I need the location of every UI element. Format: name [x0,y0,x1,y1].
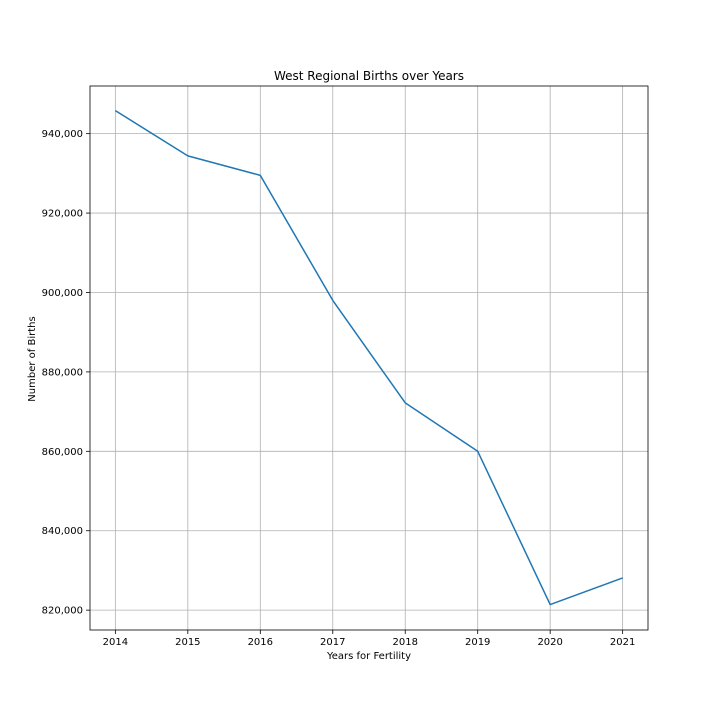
x-tick-label: 2015 [175,637,200,648]
x-tick-label: 2017 [320,637,345,648]
y-tick-label: 880,000 [42,367,83,378]
plot-frame [89,85,649,631]
series-group [114,109,623,606]
x-tick-label: 2019 [465,637,490,648]
y-tick-label: 840,000 [42,526,83,537]
y-tick-label: 820,000 [42,606,83,617]
x-tick-label: 2018 [393,637,418,648]
x-tick-label: 2020 [537,637,562,648]
y-axis-label: Number of Births [27,316,38,401]
y-tick-label: 940,000 [42,129,83,140]
x-axis: 2014 2015 2016 2017 2018 2019 2020 2021 [103,630,635,648]
x-axis-label: Years for Fertility [326,651,411,662]
x-tick-label: 2021 [610,637,635,648]
chart-title: West Regional Births over Years [274,69,464,83]
y-axis: 820,000 840,000 860,000 880,000 900,000 920,0… [42,129,90,617]
x-tick-label: 2014 [103,637,128,648]
y-tick-label: 860,000 [42,447,83,458]
series-line [114,109,623,606]
x-tick-label: 2016 [248,637,273,648]
grid [90,86,648,630]
y-tick-label: 920,000 [42,209,83,220]
y-tick-label: 900,000 [42,288,83,299]
